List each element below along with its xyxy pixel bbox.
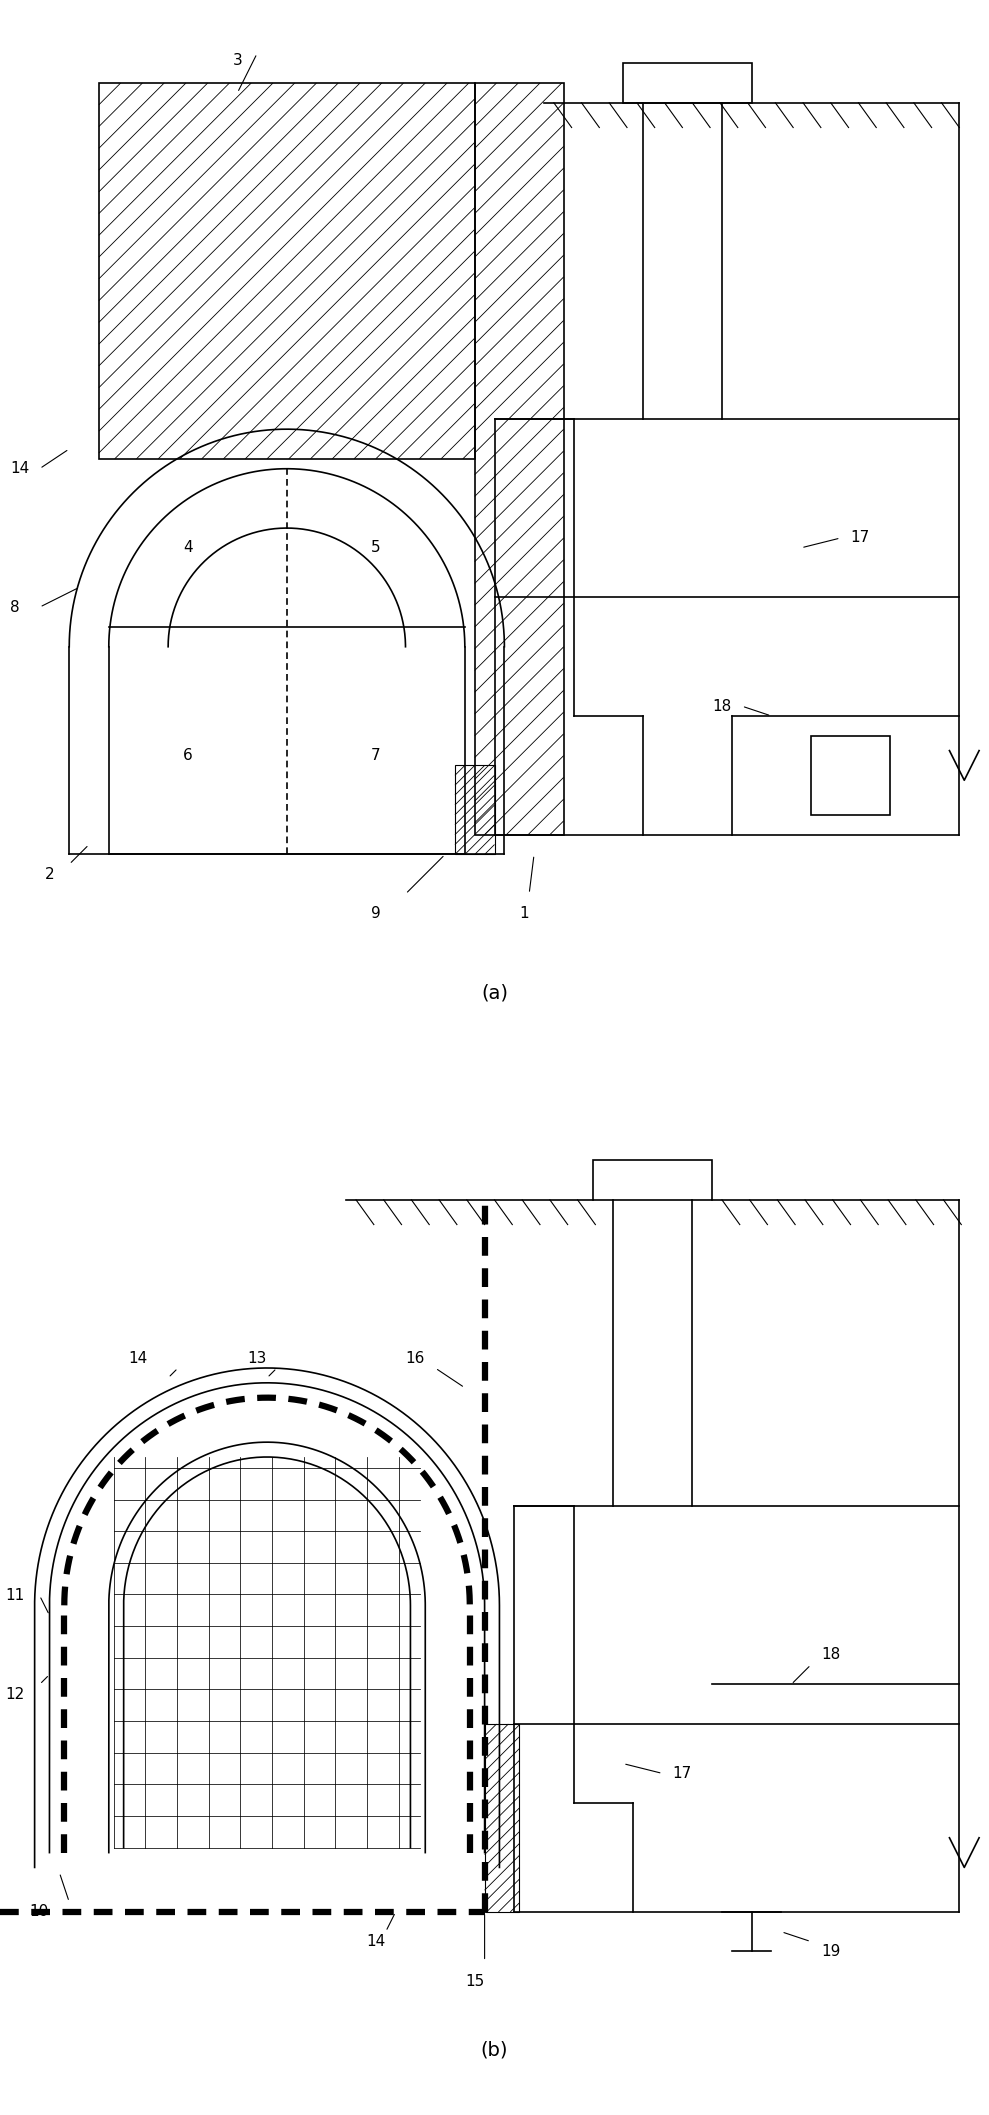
Bar (811, 736, 890, 814)
Bar (99, 82, 475, 459)
Text: 12: 12 (5, 1688, 24, 1703)
Text: 13: 13 (247, 1351, 267, 1366)
Text: 2: 2 (45, 867, 54, 882)
Bar (455, 766, 494, 854)
Text: 17: 17 (673, 1766, 691, 1781)
Text: 3: 3 (232, 53, 242, 68)
Text: 8: 8 (10, 601, 20, 615)
Text: 5: 5 (371, 539, 381, 556)
Text: 4: 4 (183, 539, 193, 556)
Text: 1: 1 (519, 905, 529, 922)
Text: 14: 14 (366, 1933, 386, 1950)
Bar (485, 1724, 519, 1912)
Text: 7: 7 (371, 749, 381, 764)
Text: 15: 15 (465, 1973, 485, 1988)
Text: 10: 10 (30, 1904, 48, 1920)
Bar (623, 63, 752, 104)
Bar (593, 1161, 712, 1199)
Text: 11: 11 (5, 1588, 24, 1603)
Text: (b): (b) (481, 2041, 508, 2060)
Text: (a): (a) (481, 983, 508, 1003)
Text: 19: 19 (821, 1944, 841, 1958)
Text: 18: 18 (712, 698, 731, 713)
Text: 14: 14 (10, 461, 29, 476)
Text: 18: 18 (821, 1648, 840, 1662)
Text: 16: 16 (405, 1351, 425, 1366)
Text: 14: 14 (129, 1351, 147, 1366)
Text: 17: 17 (851, 531, 869, 546)
Bar (475, 82, 564, 835)
Text: 9: 9 (371, 905, 381, 922)
Text: 6: 6 (183, 749, 193, 764)
